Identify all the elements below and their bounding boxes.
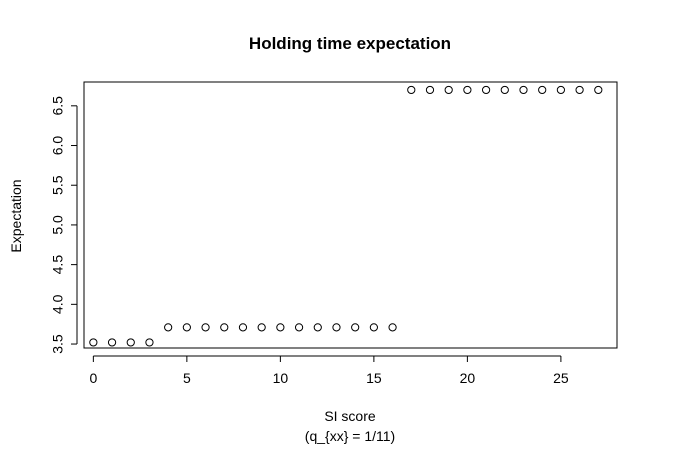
data-point — [126, 338, 135, 347]
data-point — [500, 85, 509, 95]
y-tick-label: 3.5 — [50, 334, 66, 354]
data-point — [519, 85, 528, 95]
x-axis-sublabel: (q_{xx} = 1/11) — [305, 428, 395, 444]
data-point — [556, 85, 565, 95]
y-tick-label: 5.5 — [50, 175, 66, 195]
data-point — [425, 85, 435, 95]
x-axis: 0 5 10 15 20 25 — [89, 355, 569, 386]
data-point — [238, 323, 248, 332]
y-axis-label: Expectation — [8, 179, 24, 252]
data-point — [164, 323, 173, 332]
data-point — [145, 338, 154, 347]
data-point — [220, 323, 229, 332]
data-point — [594, 85, 603, 95]
x-tick-label: 15 — [366, 370, 382, 386]
y-tick-label: 4.5 — [50, 255, 66, 275]
x-tick-label: 0 — [89, 370, 97, 386]
data-point — [481, 85, 491, 95]
plot-area — [83, 81, 618, 349]
data-point — [294, 323, 304, 332]
data-point — [313, 323, 322, 332]
x-tick-label: 10 — [273, 370, 289, 386]
data-points — [89, 85, 603, 347]
y-tick-label: 5.0 — [50, 215, 66, 235]
y-tick-label: 6.0 — [50, 136, 66, 156]
data-point — [276, 323, 285, 332]
x-tick-label: 5 — [183, 370, 191, 386]
data-point — [369, 323, 378, 332]
data-point — [575, 85, 584, 95]
data-point — [201, 323, 210, 332]
data-point — [182, 323, 191, 332]
x-tick-label: 25 — [553, 370, 569, 386]
x-tick-label: 20 — [460, 370, 476, 386]
data-point — [538, 85, 547, 95]
data-point — [407, 85, 416, 95]
data-point — [332, 323, 341, 332]
y-axis: 3.5 4.0 4.5 5.0 5.5 6.0 6.5 — [50, 96, 78, 354]
data-point — [89, 338, 98, 347]
chart-title: Holding time expectation — [249, 34, 451, 53]
data-point — [351, 323, 360, 332]
y-tick-label: 6.5 — [50, 96, 66, 116]
data-point — [107, 338, 117, 347]
x-axis-label: SI score — [324, 408, 376, 424]
data-point — [444, 85, 453, 95]
data-point — [388, 323, 397, 332]
data-point — [463, 85, 472, 95]
y-tick-label: 4.0 — [50, 294, 66, 314]
data-point — [257, 323, 266, 332]
